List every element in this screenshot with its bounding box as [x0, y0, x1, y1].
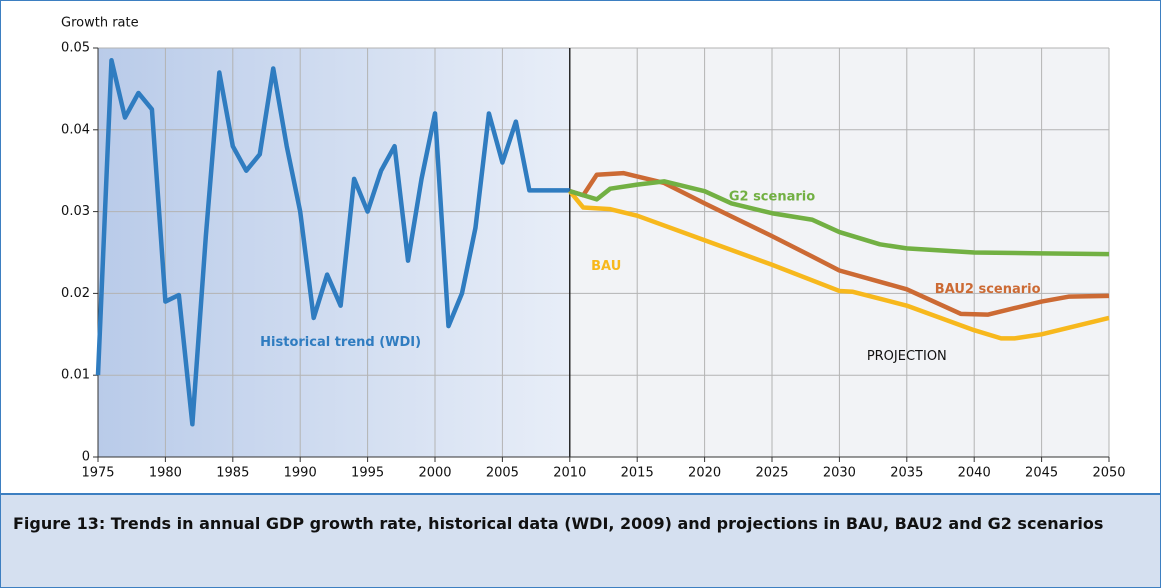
- y-tick-label: 0.01: [61, 368, 90, 383]
- x-tick-label: 2005: [486, 466, 519, 481]
- y-tick-label: 0.03: [61, 204, 90, 219]
- y-tick-label: 0.04: [61, 122, 90, 137]
- series-label: Historical trend (WDI): [260, 335, 421, 350]
- chart: Growth rate 1975 1980 1985 1990 1995 2000 2005…: [61, 16, 1126, 481]
- y-tick-label: 0: [82, 450, 90, 465]
- y-tick-label: 0.05: [61, 41, 90, 56]
- x-tick-label: 2010: [553, 466, 586, 481]
- y-axis-label: Growth rate: [61, 16, 139, 31]
- series-line: [569, 179, 1110, 257]
- caption: Figure 13: Trends in annual GDP growth r…: [1, 493, 1160, 587]
- series-line: [569, 170, 1110, 317]
- series-label: G2 scenario: [729, 189, 815, 204]
- x-tick-label: 1995: [351, 466, 384, 481]
- x-tick-label: 1980: [149, 466, 182, 481]
- x-tick-label: 2045: [1025, 466, 1058, 481]
- x-tick-label: 2025: [755, 466, 788, 481]
- series-label: BAU: [591, 259, 621, 274]
- series-line: [95, 58, 570, 427]
- historical-area: [98, 48, 570, 457]
- x-tick-label: 1975: [81, 466, 114, 481]
- x-tick-label: 1990: [284, 466, 317, 481]
- x-tick-label: 2000: [418, 466, 451, 481]
- x-tick-label: 2050: [1092, 466, 1125, 481]
- annotation: PROJECTION: [867, 349, 947, 364]
- x-tick-label: 2040: [958, 466, 991, 481]
- x-tick-label: 2020: [688, 466, 721, 481]
- series-line: [568, 189, 1110, 341]
- x-tick-label: 2030: [823, 466, 856, 481]
- x-tick-label: 2035: [890, 466, 923, 481]
- y-tick-label: 0.02: [61, 286, 90, 301]
- x-tick-label: 2015: [621, 466, 654, 481]
- series-label: BAU2 scenario: [935, 282, 1041, 297]
- x-tick-label: 1985: [216, 466, 249, 481]
